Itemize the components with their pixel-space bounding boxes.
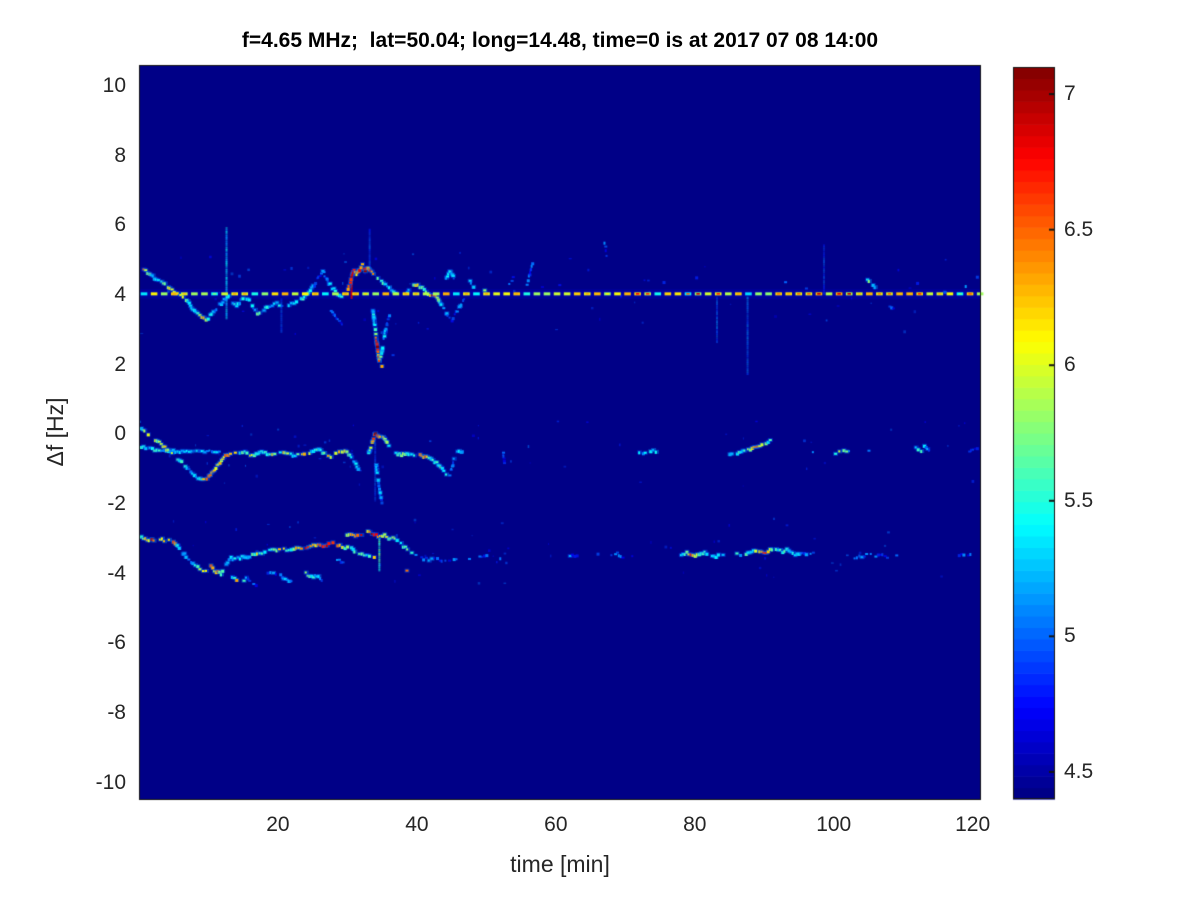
x-tick-label: 60 — [544, 813, 568, 836]
y-tick-label: -6 — [107, 631, 126, 655]
y-tick-label: 8 — [114, 143, 126, 167]
colorbar-tick-label: 6.5 — [1064, 217, 1094, 241]
y-tick-label: 10 — [102, 73, 126, 97]
colorbar-tick-label: 5.5 — [1064, 488, 1094, 512]
colorbar-tick-label: 7 — [1064, 82, 1076, 106]
colorbar-tick-label: 6 — [1064, 353, 1076, 377]
chart-title: f=4.65 MHz; lat=50.04; long=14.48, time=… — [241, 29, 879, 52]
y-tick-label: 6 — [114, 213, 126, 237]
x-tick-label: 20 — [266, 813, 290, 836]
y-axis-label: Δf [Hz] — [42, 397, 68, 467]
y-tick-label: -2 — [107, 491, 126, 515]
x-tick-label: 40 — [405, 813, 429, 836]
y-tick-label: 4 — [114, 282, 126, 306]
x-tick-label: 120 — [955, 813, 991, 836]
y-tick-label: -4 — [107, 561, 126, 585]
x-tick-label: 100 — [816, 813, 852, 836]
y-tick-label: 0 — [114, 422, 126, 446]
y-tick-label: 2 — [114, 352, 126, 376]
x-tick-label: 80 — [683, 813, 707, 836]
colorbar-tick-label: 5 — [1064, 624, 1076, 648]
colorbar-tick-label: 4.5 — [1064, 759, 1094, 783]
y-tick-label: -10 — [95, 770, 126, 794]
y-tick-label: -8 — [107, 700, 126, 724]
x-axis-label: time [min] — [510, 851, 610, 877]
